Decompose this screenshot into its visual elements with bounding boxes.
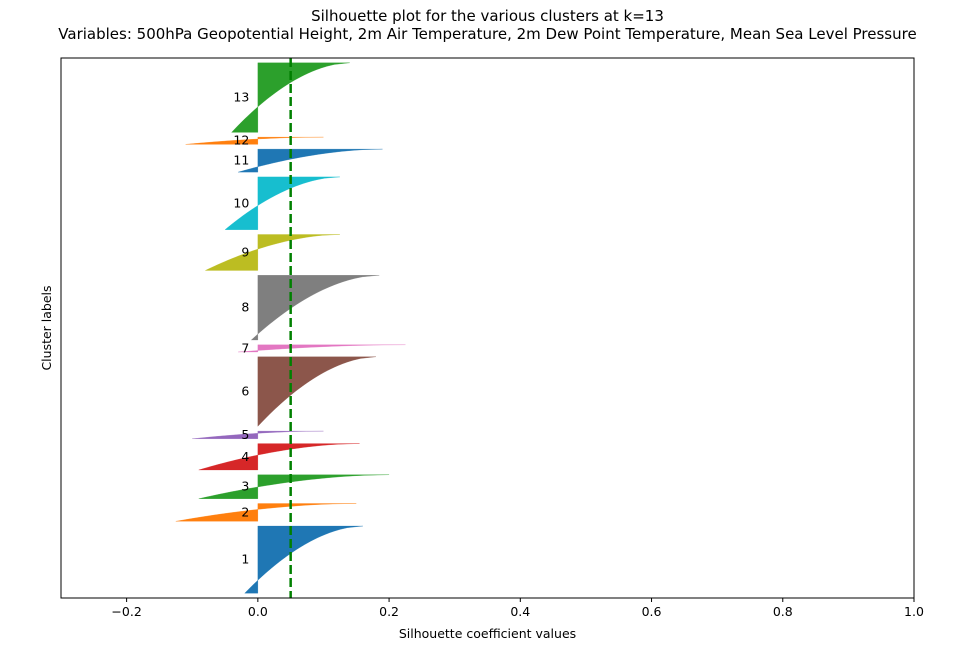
cluster-silhouette-6 bbox=[257, 356, 376, 427]
cluster-label-8: 8 bbox=[241, 300, 249, 315]
cluster-silhouette-12 bbox=[185, 136, 324, 145]
x-tick-label: 0.6 bbox=[642, 604, 662, 619]
x-tick-label: 0.2 bbox=[379, 604, 399, 619]
x-tick-label: 1.0 bbox=[904, 604, 924, 619]
cluster-silhouette-8 bbox=[250, 275, 380, 341]
cluster-label-9: 9 bbox=[241, 244, 249, 259]
plot-frame bbox=[60, 57, 915, 599]
cluster-silhouette-9 bbox=[205, 234, 340, 271]
cluster-label-12: 12 bbox=[233, 133, 249, 148]
cluster-silhouette-10 bbox=[224, 176, 340, 230]
cluster-label-11: 11 bbox=[233, 153, 249, 168]
cluster-label-5: 5 bbox=[241, 427, 249, 442]
cluster-silhouette-13 bbox=[231, 62, 350, 133]
x-axis-label: Silhouette coefficient values bbox=[399, 626, 576, 641]
cluster-label-13: 13 bbox=[233, 90, 249, 105]
x-axis-ticks: −0.2 0.0 0.2 0.4 0.6 0.8 1.0 bbox=[111, 598, 924, 619]
cluster-silhouette-5 bbox=[192, 430, 324, 439]
x-tick-label: 0.0 bbox=[248, 604, 268, 619]
y-axis-label: Cluster labels bbox=[39, 285, 54, 370]
cluster-label-7: 7 bbox=[241, 340, 249, 355]
chart-subtitle: Variables: 500hPa Geopotential Height, 2… bbox=[58, 25, 916, 43]
cluster-silhouette-2 bbox=[175, 503, 357, 522]
cluster-label-10: 10 bbox=[233, 195, 249, 210]
cluster-silhouette-7 bbox=[238, 344, 406, 353]
cluster-silhouette-3 bbox=[198, 474, 390, 499]
cluster-label-6: 6 bbox=[241, 384, 249, 399]
cluster-silhouette-4 bbox=[198, 443, 360, 471]
cluster-silhouette-11 bbox=[238, 148, 383, 173]
cluster-label-1: 1 bbox=[241, 552, 249, 567]
x-tick-label: −0.2 bbox=[111, 604, 141, 619]
cluster-label-3: 3 bbox=[241, 479, 249, 494]
chart-title: Silhouette plot for the various clusters… bbox=[311, 7, 664, 25]
cluster-label-4: 4 bbox=[241, 449, 249, 464]
x-tick-label: 0.8 bbox=[773, 604, 793, 619]
x-tick-label: 0.4 bbox=[510, 604, 530, 619]
cluster-silhouette-1 bbox=[244, 525, 363, 594]
cluster-label-2: 2 bbox=[241, 504, 249, 519]
